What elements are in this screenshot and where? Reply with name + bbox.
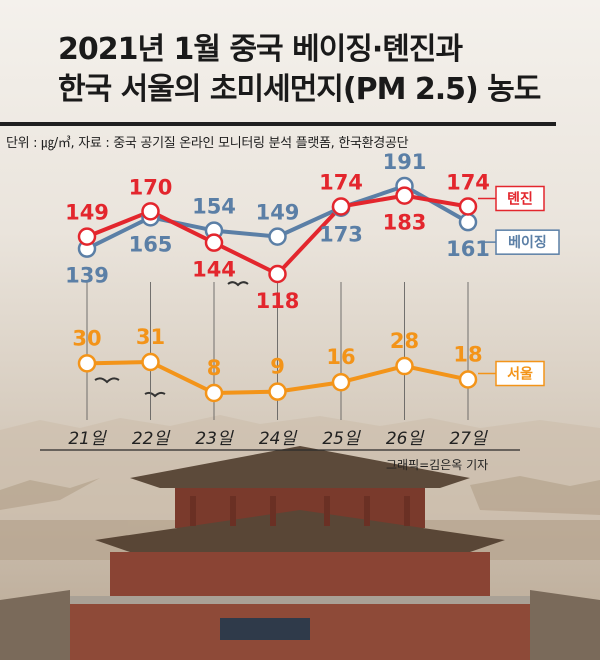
legend-tag-label: 서울 bbox=[507, 366, 533, 383]
legend-tag-label: 베이징 bbox=[508, 234, 547, 251]
data-label-tianjin: 149 bbox=[65, 201, 109, 225]
data-label-tianjin: 118 bbox=[256, 289, 300, 313]
data-point-seoul bbox=[141, 352, 160, 372]
data-label-seoul: 8 bbox=[207, 356, 222, 380]
x-tick-label: 21일 bbox=[68, 429, 107, 449]
chart-title-line-2: 한국 서울의 초미세먼지(PM 2.5) 농도 bbox=[58, 72, 541, 107]
data-label-beijing: 161 bbox=[446, 237, 490, 261]
data-label-beijing: 149 bbox=[256, 201, 300, 225]
x-tick-label: 24일 bbox=[259, 429, 298, 449]
x-tick-label: 26일 bbox=[386, 429, 425, 449]
data-label-tianjin: 174 bbox=[446, 170, 490, 194]
data-point-beijing bbox=[268, 227, 287, 246]
data-point-tianjin bbox=[331, 197, 351, 216]
title-divider bbox=[0, 122, 556, 126]
data-label-seoul: 9 bbox=[270, 355, 285, 379]
data-point-tianjin bbox=[458, 197, 478, 216]
data-point-tianjin bbox=[204, 233, 224, 252]
data-label-seoul: 30 bbox=[72, 326, 101, 350]
data-point-tianjin bbox=[77, 227, 97, 246]
data-label-beijing: 139 bbox=[65, 264, 109, 288]
data-point-seoul bbox=[204, 383, 224, 403]
birds-decoration bbox=[94, 281, 249, 398]
data-label-seoul: 31 bbox=[136, 325, 165, 349]
legend-tag-beijing: 베이징 bbox=[478, 229, 560, 255]
data-point-tianjin bbox=[395, 186, 414, 205]
data-point-beijing bbox=[458, 212, 478, 232]
gate-building-silhouette bbox=[0, 446, 600, 660]
data-label-beijing: 165 bbox=[129, 232, 173, 256]
chart-title-line-1: 2021년 1월 중국 베이징·톈진과 bbox=[58, 32, 463, 67]
x-tick-label: 27일 bbox=[449, 429, 488, 449]
data-point-tianjin bbox=[268, 264, 287, 284]
data-point-seoul bbox=[331, 372, 351, 392]
x-tick-label: 25일 bbox=[322, 429, 361, 449]
data-label-tianjin: 144 bbox=[192, 258, 236, 282]
legend-tag-tianjin: 톈진 bbox=[478, 185, 545, 212]
data-label-tianjin: 174 bbox=[319, 170, 363, 194]
data-label-seoul: 16 bbox=[326, 345, 355, 369]
data-label-beijing: 173 bbox=[319, 223, 363, 247]
legend-tag-label: 톈진 bbox=[507, 190, 533, 207]
data-label-beijing: 154 bbox=[192, 195, 236, 219]
data-point-tianjin bbox=[141, 202, 160, 221]
data-label-tianjin: 170 bbox=[129, 175, 173, 199]
graphic-credit: 그래픽=김은옥 기자 bbox=[386, 458, 489, 472]
data-point-seoul bbox=[268, 382, 287, 401]
unit-source-note: 단위 : ㎍/㎥, 자료 : 중국 공기질 온라인 모니터링 분석 플랫폼, 한… bbox=[6, 136, 409, 151]
x-tick-label: 23일 bbox=[195, 429, 234, 449]
data-point-seoul bbox=[395, 356, 414, 376]
legend-tag-seoul: 서울 bbox=[478, 360, 545, 387]
data-label-beijing: 191 bbox=[383, 150, 427, 174]
data-label-tianjin: 183 bbox=[383, 211, 427, 235]
data-label-seoul: 18 bbox=[453, 343, 482, 367]
data-point-seoul bbox=[458, 370, 478, 389]
data-label-seoul: 28 bbox=[390, 329, 419, 353]
x-tick-label: 22일 bbox=[132, 429, 171, 449]
data-point-seoul bbox=[77, 354, 97, 373]
